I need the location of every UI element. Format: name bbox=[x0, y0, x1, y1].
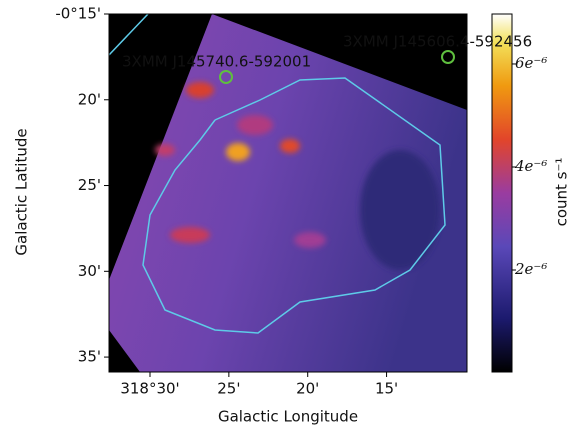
y-tick-label: 20' bbox=[78, 90, 101, 108]
x-tick-label: 318°30' bbox=[120, 380, 179, 398]
colorbar bbox=[492, 14, 512, 372]
y-tick-label: 35' bbox=[78, 348, 101, 366]
x-tick-label: 20' bbox=[296, 380, 319, 398]
x-axis-title: Galactic Longitude bbox=[218, 408, 358, 426]
colorbar-title: count s⁻¹ bbox=[553, 158, 569, 227]
colorbar-tick-label: 6e⁻⁶ bbox=[515, 54, 547, 72]
colorbar-tick-label: 4e⁻⁶ bbox=[514, 157, 547, 175]
y-axis-title: Galactic Latitude bbox=[13, 128, 31, 255]
annotation: 3XMM J145606.4-592456 bbox=[343, 33, 532, 51]
y-tick-label: 25' bbox=[78, 176, 101, 194]
y-tick-label: 30' bbox=[78, 262, 101, 280]
colorbar-tick-label: 2e⁻⁶ bbox=[514, 260, 547, 278]
x-tick-label: 25' bbox=[217, 380, 240, 398]
x-tick-label: 15' bbox=[375, 380, 398, 398]
y-tick-label: -0°15' bbox=[55, 5, 101, 23]
annotation: 3XMM J145740.6-592001 bbox=[122, 53, 311, 71]
